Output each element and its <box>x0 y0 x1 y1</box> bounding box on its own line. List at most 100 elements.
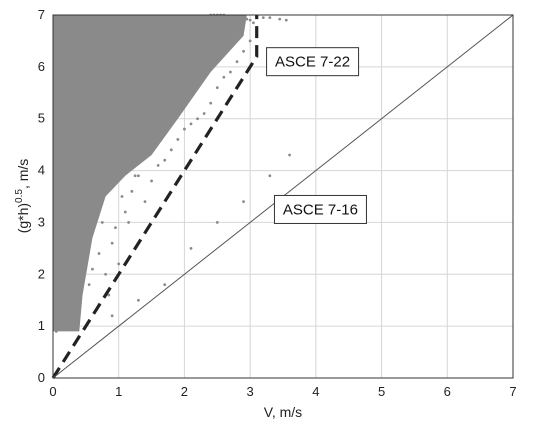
x-tick-label: 4 <box>312 384 319 399</box>
scatter-point <box>74 278 78 281</box>
tick-labels: 0 1 2 3 4 5 6 7 0 1 2 3 4 5 6 7 <box>38 7 517 399</box>
scatter-point <box>156 81 160 84</box>
scatter-point <box>245 17 249 21</box>
annotation-label: ASCE 7-22 <box>275 54 350 71</box>
scatter-point <box>110 314 114 318</box>
scatter-point <box>183 127 186 131</box>
scatter-point <box>206 16 209 19</box>
scatter-point <box>143 112 147 115</box>
scatter-point <box>143 200 147 204</box>
scatter-point <box>186 75 190 79</box>
scatter-point <box>153 91 157 95</box>
scatter-point <box>160 75 163 79</box>
scatter-point <box>114 169 117 172</box>
scatter-point <box>232 15 236 19</box>
scatter-point <box>64 309 68 312</box>
scatter-point <box>137 298 140 302</box>
scatter-point <box>123 153 127 157</box>
scatter-point <box>130 189 134 193</box>
scatter-point <box>183 39 186 43</box>
y-tick-label: 1 <box>38 318 45 333</box>
scatter-point <box>146 143 150 147</box>
y-tick-label: 2 <box>38 266 45 281</box>
y-tick-label: 3 <box>38 214 45 229</box>
x-tick-label: 5 <box>378 384 385 399</box>
scatter-point <box>71 288 75 292</box>
annotation-frame <box>266 47 360 77</box>
scatter-point <box>110 241 114 245</box>
scatter-point <box>169 148 173 152</box>
scatter-point <box>150 179 153 183</box>
scatter-point <box>100 221 104 224</box>
scatter-point <box>160 127 163 131</box>
scatter-point <box>189 246 193 250</box>
scatter-point <box>176 138 180 141</box>
scatter-point <box>235 16 239 19</box>
scatter-point <box>186 34 190 38</box>
annotation-label: ASCE 7-16 <box>283 201 358 218</box>
scatter-point <box>110 174 114 178</box>
scatter-point <box>114 226 117 230</box>
scatter-point <box>146 101 150 105</box>
y-tick-label: 6 <box>38 59 45 74</box>
scatter-point <box>169 60 173 64</box>
scatter-point <box>127 221 130 224</box>
scatter-point <box>229 15 232 18</box>
scatter-point <box>166 65 170 69</box>
scatter-point <box>100 189 104 193</box>
scatter-point <box>202 16 206 19</box>
scatter-point <box>104 184 107 188</box>
scatter-point <box>137 174 140 178</box>
scatter-point <box>222 75 226 79</box>
scatter-point <box>91 267 94 271</box>
scatter-point <box>97 252 101 255</box>
x-tick-label: 7 <box>509 384 516 399</box>
annotation-frame <box>273 194 367 224</box>
scatter-point <box>192 70 196 74</box>
scatter-point <box>91 215 94 219</box>
scatter-point <box>232 18 236 22</box>
scatter-point <box>209 101 213 105</box>
scatter-point <box>166 106 170 110</box>
scatter-point <box>176 49 180 53</box>
scatter-point <box>81 252 84 255</box>
scatter-point <box>261 16 265 19</box>
y-tick-label: 0 <box>38 370 45 385</box>
scatter-point <box>163 283 167 287</box>
scatter-point <box>77 231 81 235</box>
scatter-point <box>206 44 209 48</box>
annotation-box: ASCE 7-22 <box>266 47 360 77</box>
scatter-point <box>242 200 245 204</box>
scatter-point <box>196 117 199 121</box>
scatter-point <box>163 70 167 74</box>
scatter-point <box>248 39 252 43</box>
scatter-point <box>202 112 206 115</box>
asce-7-22-dashed-line <box>51 15 259 379</box>
scatter-point <box>107 179 111 183</box>
scatter-point <box>54 329 58 333</box>
annotations: ASCE 7-22 ASCE 7-16 <box>266 47 367 224</box>
scatter-point <box>156 163 160 167</box>
scatter-point <box>196 21 199 25</box>
scatter-point <box>137 122 140 126</box>
scatter-point <box>278 17 282 21</box>
x-tick-label: 1 <box>115 384 122 399</box>
scatter-point <box>130 138 134 141</box>
scatter-point <box>117 262 121 266</box>
scatter-point <box>150 96 153 100</box>
scatter-point <box>192 23 196 27</box>
y-axis-label-suffix: , m/s <box>15 159 31 189</box>
y-tick-label: 5 <box>38 111 45 126</box>
scatter-point <box>58 324 61 328</box>
scatter-point <box>288 153 291 157</box>
scatter-point <box>173 96 176 100</box>
scatter-point <box>229 70 232 74</box>
scatter-point <box>252 21 255 25</box>
scatter-point <box>133 174 137 178</box>
dense-scatter-cloud <box>53 15 247 332</box>
scatter-point <box>268 16 272 19</box>
scatter-points <box>54 13 291 333</box>
y-axis-label-exponent: 0.5 <box>14 189 25 203</box>
scatter-point <box>94 205 98 209</box>
